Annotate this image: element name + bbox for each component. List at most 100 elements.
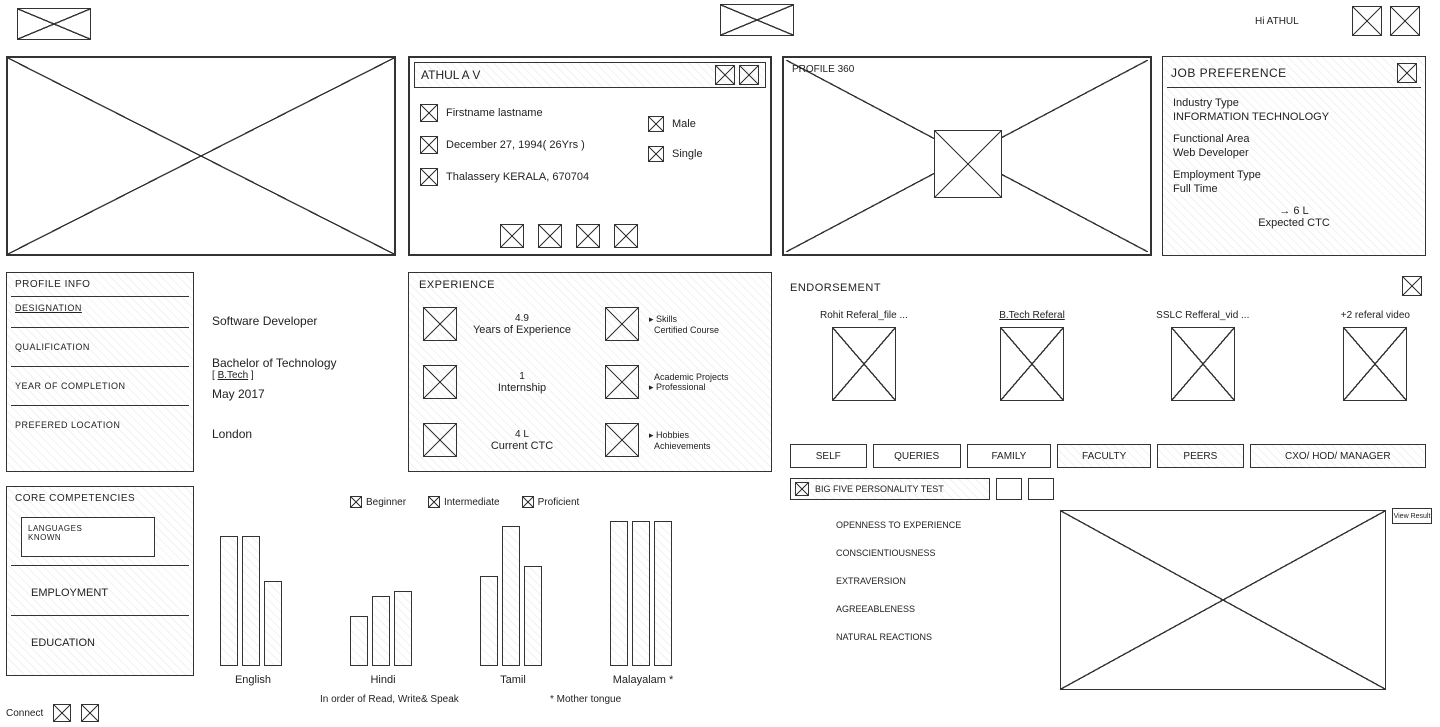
func-value: Web Developer (1173, 147, 1415, 159)
intern-label: Internship (467, 382, 577, 394)
exp-years-label: Years of Experience (467, 324, 577, 336)
bar (632, 521, 650, 666)
bar (350, 616, 368, 666)
profile-dob-row: December 27, 1994( 26Yrs ) (420, 136, 760, 154)
skills-2: Certified Course (649, 325, 719, 335)
bigfive-action-1[interactable] (996, 478, 1022, 500)
trait-label: AGREEABLENESS (836, 604, 961, 614)
hobbies-1: ▸ Hobbies (649, 430, 711, 441)
ctc-icon (423, 423, 457, 457)
header-image-placeholder (720, 4, 794, 36)
trait-label: CONSCIENTIOUSNESS (836, 548, 961, 558)
bigfive-title: BIG FIVE PERSONALITY TEST (815, 484, 944, 494)
ctc-label: Expected CTC (1173, 217, 1415, 229)
bar (502, 526, 520, 666)
profile-fullname-row: Firstname lastname (420, 104, 760, 122)
connect-row: Connect (6, 704, 99, 722)
logo-placeholder (17, 8, 91, 40)
education-label[interactable]: EDUCATION (31, 637, 95, 649)
loc-label: PREFERED LOCATION (15, 420, 185, 430)
exp-years-num: 4.9 (467, 313, 577, 324)
profile-card-name: ATHUL A V (421, 68, 480, 82)
qual-sub-link[interactable]: B.Tech (218, 370, 249, 381)
ctc-num: 4 L (467, 429, 577, 440)
languages-known-box[interactable]: LANGUAGES KNOWN (21, 517, 155, 557)
profile-card-action-2-icon[interactable] (739, 65, 759, 85)
ctc-value: → 6 L (1173, 205, 1415, 217)
tab-queries[interactable]: QUERIES (873, 444, 961, 468)
internship-icon (423, 365, 457, 399)
endorsement-row: Rohit Referal_file ... B.Tech Referal SSLC… (820, 310, 1410, 401)
view-result-button[interactable]: View Result (1392, 508, 1432, 524)
social-icon-2[interactable] (538, 224, 562, 248)
bar-group (608, 521, 674, 666)
header-icon-1[interactable] (1352, 6, 1382, 36)
gender-icon (648, 116, 664, 132)
calendar-icon (420, 136, 438, 154)
bar (524, 566, 542, 666)
profile-dob: December 27, 1994( 26Yrs ) (446, 139, 585, 151)
bar (394, 591, 412, 666)
employment-label[interactable]: EMPLOYMENT (31, 587, 108, 599)
profile-info-title: PROFILE INFO (15, 279, 185, 290)
exp-ctc-row: 4 L Current CTC (423, 423, 577, 457)
exp-intern-row: 1 Internship (423, 365, 577, 399)
endorsement-item[interactable]: B.Tech Referal (999, 310, 1065, 401)
profile-gender: Male (672, 118, 696, 130)
job-pref-edit-icon[interactable] (1397, 63, 1417, 83)
exp-acad-row: Academic Projects ▸ Professional (605, 365, 729, 399)
func-label: Functional Area (1173, 133, 1415, 145)
tab-cxo-hod-manager[interactable]: CXO/ HOD/ MANAGER (1250, 444, 1426, 468)
bar-group-label: English (203, 674, 303, 686)
profile-info-values: Software Developer Bachelor of Technolog… (212, 314, 392, 441)
emp-value: Full Time (1173, 183, 1415, 195)
header-icon-2[interactable] (1390, 6, 1420, 36)
endorsement-add-icon[interactable] (1402, 276, 1422, 296)
social-icon-3[interactable] (576, 224, 600, 248)
bar (654, 521, 672, 666)
profile-card: ATHUL A V Firstname lastname December 27… (408, 56, 772, 256)
bigfive-header: BIG FIVE PERSONALITY TEST (790, 478, 990, 500)
legend-proficient-icon (522, 496, 534, 508)
bar (480, 576, 498, 666)
bar-group (348, 591, 414, 666)
acad-1: Academic Projects (649, 372, 729, 382)
chart-note-2: * Mother tongue (550, 694, 621, 705)
loc-value: London (212, 427, 392, 441)
tab-peers[interactable]: PEERS (1157, 444, 1243, 468)
profile-address-row: Thalassery KERALA, 670704 (420, 168, 760, 186)
connect-icon-1[interactable] (53, 704, 71, 722)
main-photo-placeholder (6, 56, 396, 256)
ctc-label2: Current CTC (467, 440, 577, 452)
bigfive-action-2[interactable] (1028, 478, 1054, 500)
tabs-row: SELFQUERIESFAMILYFACULTYPEERS CXO/ HOD/ M… (790, 444, 1426, 468)
tab-self[interactable]: SELF (790, 444, 867, 468)
tab-faculty[interactable]: FACULTY (1057, 444, 1151, 468)
bar-group (218, 536, 284, 666)
bar-group (478, 526, 544, 666)
endorsement-thumb (832, 327, 896, 401)
endorsement-label: +2 referal video (1341, 310, 1410, 321)
tab-family[interactable]: FAMILY (967, 444, 1051, 468)
endorsement-item[interactable]: Rohit Referal_file ... (820, 310, 908, 401)
social-icon-4[interactable] (614, 224, 638, 248)
bar (220, 536, 238, 666)
legend-proficient: Proficient (538, 497, 580, 508)
exp-hobbies-row: ▸ Hobbies Achievements (605, 423, 711, 457)
industry-value: INFORMATION TECHNOLOGY (1173, 111, 1415, 123)
hobbies-2: Achievements (649, 441, 711, 451)
profile-marital-row: Single (648, 146, 703, 162)
bar (242, 536, 260, 666)
hobbies-icon (605, 423, 639, 457)
trait-label: NATURAL REACTIONS (836, 632, 961, 642)
experience-title: EXPERIENCE (409, 273, 771, 297)
endorsement-item[interactable]: +2 referal video (1341, 310, 1410, 401)
connect-icon-2[interactable] (81, 704, 99, 722)
profile-card-action-1-icon[interactable] (715, 65, 735, 85)
user-icon (420, 104, 438, 122)
marital-icon (648, 146, 664, 162)
profile-fullname: Firstname lastname (446, 107, 543, 119)
endorsement-item[interactable]: SSLC Refferal_vid ... (1156, 310, 1249, 401)
social-icon-1[interactable] (500, 224, 524, 248)
qual-sub: [ B.Tech ] (212, 370, 392, 381)
